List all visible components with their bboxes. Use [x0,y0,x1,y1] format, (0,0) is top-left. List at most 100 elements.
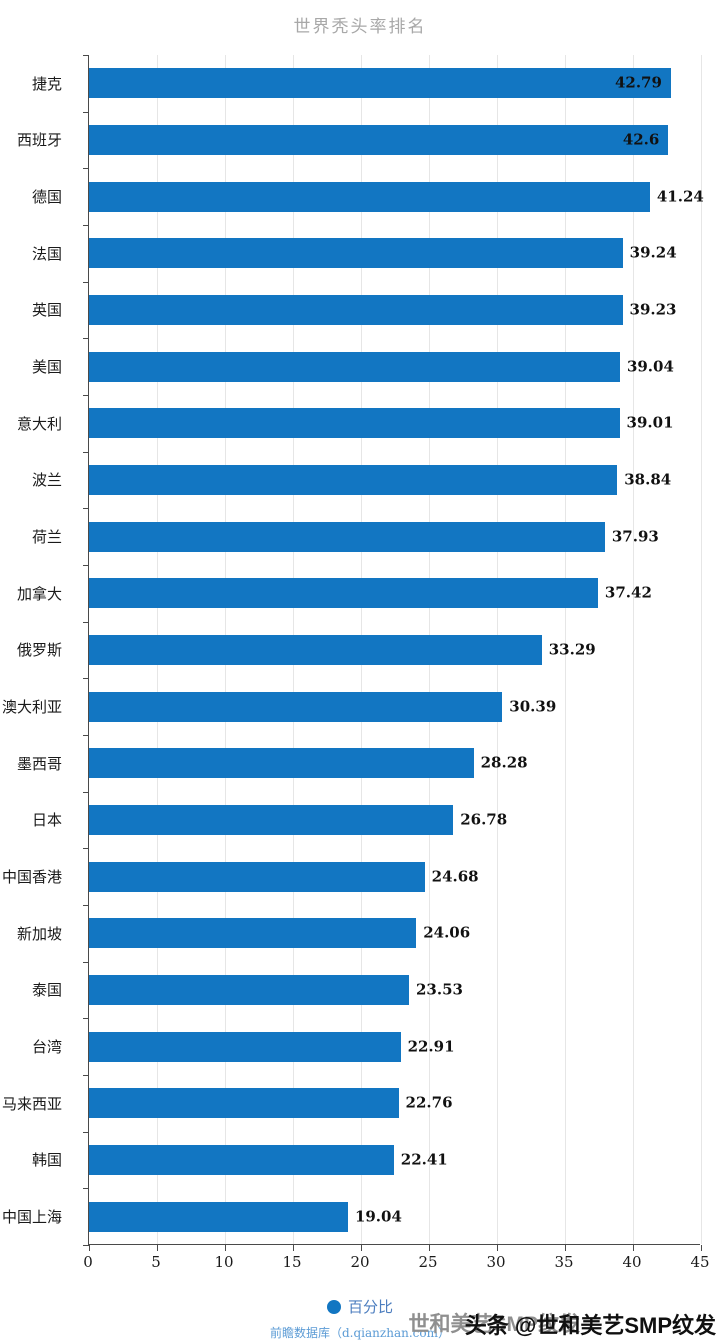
category-label: 日本 [31,811,62,830]
bar-日本[interactable] [89,805,454,835]
bar-value-label: 22.76 [405,1093,453,1112]
bar-新加坡[interactable] [89,918,417,949]
category-label: 捷克 [31,74,62,93]
x-tick-mark [361,1245,362,1251]
bar-荷兰[interactable] [89,521,605,552]
bar-波兰[interactable] [89,465,618,495]
y-tick-mark [83,791,89,793]
x-tick-label: 10 [214,1253,234,1271]
legend-label: 百分比 [347,1298,393,1316]
bar-value-label: 38.84 [624,470,672,489]
category-label: 俄罗斯 [16,641,62,660]
category-label: 法国 [31,244,62,263]
y-tick-mark [83,508,89,510]
bar-澳大利亚[interactable] [89,691,503,722]
y-tick-mark [83,848,89,850]
y-tick-mark [83,565,89,566]
x-tick-label: 45 [690,1253,710,1271]
bar-value-label: 24.68 [431,867,479,886]
category-label: 马来西亚 [1,1094,62,1113]
bar-美国[interactable] [89,351,620,382]
category-label: 墨西哥 [16,754,62,773]
bar-意大利[interactable] [89,408,620,439]
category-label: 新加坡 [16,924,62,943]
category-label: 英国 [31,301,62,320]
x-tick-mark [225,1245,226,1251]
watermark: 头条 @世和美艺SMP纹发 [464,1313,716,1338]
category-label: 台湾 [31,1038,62,1057]
gridline [564,55,566,1244]
y-tick-mark [83,281,89,283]
bar-value-label: 22.91 [407,1037,455,1056]
bar-value-label: 28.28 [480,753,528,772]
bar-台湾[interactable] [89,1031,401,1062]
y-tick-mark [83,395,89,396]
x-tick-mark [565,1245,566,1251]
category-label: 波兰 [31,471,62,490]
bar-加拿大[interactable] [89,578,598,609]
y-tick-mark [83,735,89,736]
x-tick-label: 25 [418,1253,438,1271]
bar-value-label: 39.04 [626,357,674,376]
bar-马来西亚[interactable] [89,1088,399,1119]
bar-西班牙[interactable] [89,125,669,155]
x-tick-mark [89,1245,90,1251]
category-label: 荷兰 [31,528,62,547]
x-tick-label: 30 [486,1253,506,1271]
y-tick-mark [83,1018,89,1020]
y-axis-labels: 捷克 西班牙 德国 法国 英国 美国 意大利 波兰 荷兰 加拿大 俄罗斯 澳大利亚 墨西哥 日本 中国香港新… [0,55,82,1245]
x-tick-mark [293,1245,294,1251]
x-tick-mark [429,1245,430,1251]
watermark-echo: 世和美艺SMP纹发 [408,1313,580,1336]
category-label: 加拿大 [16,584,62,603]
bar-英国[interactable] [89,295,623,325]
source-attribution[interactable]: 前瞻数据库（d.qianzhan.com） [270,1326,450,1340]
x-axis-labels: 0 5 10 15 20 25 30 35 40 45 [83,1253,709,1277]
category-label: 德国 [31,188,62,207]
bar-墨西哥[interactable] [89,748,474,779]
y-tick-mark [83,961,89,963]
y-tick-mark [83,1188,89,1190]
plot-area: 42.79 42.6 41.24 39.24 39.23 39.04 39.01 38.84 3… [83,55,704,1251]
bar-value-label: 37.42 [604,583,652,602]
category-label: 中国上海 [1,1208,62,1227]
x-tick-label: 0 [83,1253,93,1271]
bar-value-label: 42.6 [622,130,660,149]
legend[interactable]: 百分比 [0,1296,720,1317]
y-tick-mark [83,111,89,113]
x-tick-mark [497,1245,498,1251]
x-tick-label: 15 [282,1253,302,1271]
bar-中国上海[interactable] [89,1201,348,1232]
y-tick-mark [83,225,89,226]
bar-value-label: 33.29 [548,640,596,659]
bar-法国[interactable] [89,238,623,269]
gridline [632,55,634,1244]
category-label: 西班牙 [16,131,62,150]
bar-value-label: 30.39 [509,697,557,716]
x-tick-label: 5 [151,1253,161,1271]
bar-俄罗斯[interactable] [89,635,542,665]
bar-捷克[interactable] [89,68,671,99]
y-tick-mark [83,905,89,906]
bar-value-label: 39.01 [626,413,674,432]
x-tick-label: 40 [622,1253,642,1271]
bar-中国香港[interactable] [89,861,425,892]
y-tick-mark [83,451,89,453]
x-tick-mark [701,1245,702,1251]
category-label: 美国 [31,358,62,377]
bar-韩国[interactable] [89,1145,394,1175]
bar-德国[interactable] [89,181,650,212]
category-label: 泰国 [31,981,62,1000]
y-tick-mark [83,338,89,340]
y-tick-mark [83,1245,89,1246]
legend-dot-icon [326,1299,341,1314]
y-tick-mark [83,678,89,680]
y-tick-mark [83,1075,89,1076]
category-label: 中国香港 [1,868,62,887]
bar-value-label: 23.53 [416,980,463,999]
x-tick-label: 35 [554,1253,574,1271]
x-tick-mark [633,1245,634,1251]
bar-泰国[interactable] [89,975,409,1005]
chart-title: 世界秃头率排名 [293,17,427,37]
